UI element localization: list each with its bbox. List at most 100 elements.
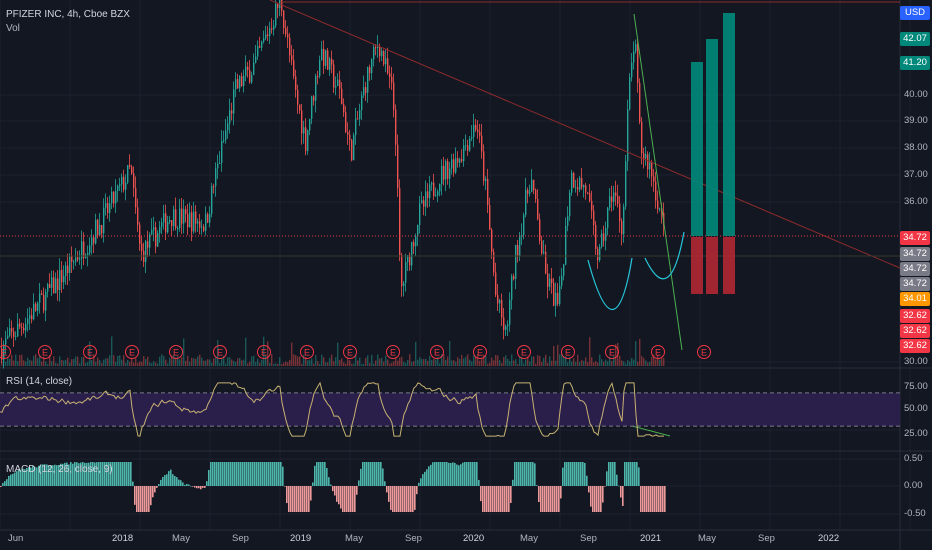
volume-bar — [197, 356, 199, 366]
macd-bar — [326, 467, 328, 486]
macd-bar — [390, 486, 392, 510]
macd-bar — [520, 462, 522, 486]
candle-body — [81, 241, 83, 259]
volume-bar — [417, 359, 419, 366]
candle-body — [299, 104, 301, 111]
stop-zone — [691, 237, 703, 294]
volume-bar — [347, 357, 349, 366]
volume-bar — [581, 359, 583, 366]
volume-bar — [531, 356, 533, 366]
volume-bar — [445, 359, 447, 366]
volume-bar — [57, 363, 59, 366]
macd-histogram — [0, 462, 666, 512]
macd-bar — [658, 486, 660, 512]
candle-body — [367, 67, 369, 93]
volume-bar — [585, 357, 587, 366]
volume-bar — [269, 362, 271, 366]
macd-bar — [40, 464, 42, 486]
macd-bar — [536, 485, 538, 486]
macd-bar — [82, 462, 84, 486]
candle-body — [617, 195, 619, 204]
time-tick-label: Jun — [8, 533, 24, 544]
candle-body — [329, 58, 331, 70]
candle-body — [251, 74, 253, 83]
earnings-marker-icon — [38, 345, 52, 359]
macd-bar — [330, 484, 332, 486]
macd-bar — [538, 486, 540, 503]
macd-bar — [276, 462, 278, 486]
macd-bar — [92, 462, 94, 486]
volume-bar — [289, 359, 291, 366]
macd-bar — [122, 462, 124, 486]
volume-bar — [257, 358, 259, 366]
macd-bar — [454, 462, 456, 486]
candle-body — [241, 76, 243, 87]
earnings-marker-label: E — [217, 348, 223, 358]
macd-bar — [606, 471, 608, 486]
price-label: 42.07 — [900, 32, 930, 46]
currency-badge[interactable]: USD — [900, 6, 930, 20]
candle-body — [647, 154, 649, 170]
candle-body — [133, 173, 135, 188]
macd-bar — [372, 462, 374, 486]
candle-body — [391, 76, 393, 83]
candle-body — [361, 95, 363, 110]
macd-bar — [558, 486, 560, 512]
volume-bar — [653, 354, 655, 366]
macd-bar — [512, 479, 514, 486]
volume-bar — [277, 363, 279, 366]
macd-bar — [396, 486, 398, 512]
volume-bar — [343, 362, 345, 366]
candle-body — [597, 248, 599, 261]
candle-body — [585, 185, 587, 193]
macd-bar — [656, 486, 658, 512]
macd-bar — [472, 462, 474, 486]
candle-body — [615, 192, 617, 196]
candle-body — [71, 255, 73, 262]
candle-body — [411, 242, 413, 266]
earnings-marker-label: E — [609, 348, 615, 358]
candle-body — [467, 145, 469, 151]
macd-bar — [334, 486, 336, 496]
earnings-marker-label: E — [87, 348, 93, 358]
macd-bar — [220, 462, 222, 486]
price-tick-label: 39.00 — [904, 115, 928, 126]
candle-body — [633, 51, 635, 63]
volume-bar — [187, 355, 189, 366]
candle-body — [151, 229, 153, 235]
volume-bar — [339, 359, 341, 366]
volume-bar — [311, 358, 313, 366]
volume-bar — [391, 362, 393, 366]
volume-bar — [449, 341, 451, 366]
earnings-marker-label: E — [261, 348, 267, 358]
macd-bar — [398, 486, 400, 512]
macd-bar — [524, 462, 526, 486]
candle-body — [295, 76, 297, 90]
macd-bar — [496, 486, 498, 512]
candle-body — [631, 62, 633, 78]
volume-bar — [287, 362, 289, 366]
macd-bar — [224, 462, 226, 486]
volume-bar — [89, 341, 91, 366]
price-axis[interactable]: USD 40.00 39.00 38.00 37.00 36.00 30.00 42.07 4… — [900, 0, 932, 550]
candle-body — [435, 195, 437, 197]
earnings-marker-icon — [0, 345, 11, 359]
volume-bar — [41, 361, 43, 366]
candle-body — [135, 187, 137, 208]
volume-bar — [299, 356, 301, 366]
macd-bar — [542, 486, 544, 512]
earnings-marker-icon — [605, 345, 619, 359]
macd-tick-label: 0.50 — [904, 453, 923, 464]
earnings-marker-icon — [343, 345, 357, 359]
candle-body — [121, 176, 123, 185]
macd-bar — [258, 462, 260, 486]
macd-bar — [332, 486, 334, 492]
candle-body — [407, 255, 409, 263]
macd-bar — [30, 467, 32, 486]
macd-bar — [382, 468, 384, 486]
volume-bar — [295, 355, 297, 366]
macd-bar — [60, 463, 62, 486]
volume-bar — [587, 362, 589, 366]
volume-bar — [365, 357, 367, 366]
